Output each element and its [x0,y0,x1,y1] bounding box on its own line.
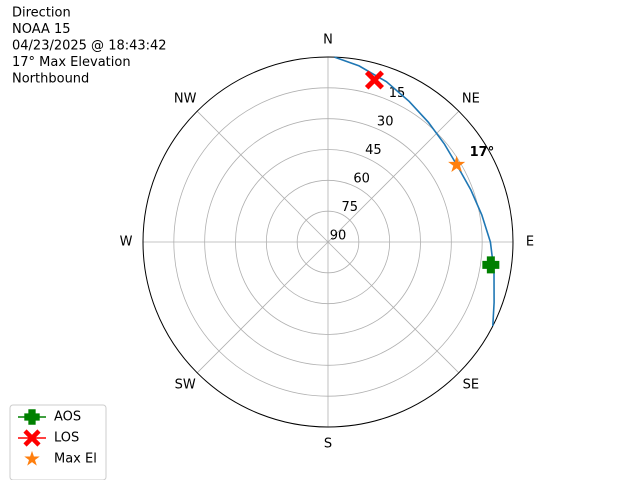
annotation: 17° [470,145,495,160]
r-tick-label: 45 [365,143,382,158]
marker-plus [482,256,500,274]
theta-tick-label: SE [463,377,479,392]
theta-tick-label: SW [175,377,196,392]
legend-label: LOS [54,431,79,446]
r-tick-label: 75 [342,200,359,215]
info-line: NOAA 15 [12,22,71,37]
theta-tick-label: S [324,437,332,452]
r-tick-label: 90 [330,229,347,244]
r-tick-label: 60 [353,172,370,187]
marker-x [364,70,384,90]
legend-label: AOS [54,410,81,425]
theta-tick-label: W [120,235,133,250]
x-shape [23,429,41,447]
plus-shape [482,256,500,274]
info-line: Direction [12,6,71,21]
legend-label: Max El [54,452,97,467]
grid-spoke [327,110,460,243]
info-line: 04/23/2025 @ 18:43:42 [12,39,167,54]
plus-shape [24,409,40,425]
star-shape [24,450,40,466]
theta-tick-label: E [526,235,534,250]
marker-star [448,155,466,172]
theta-tick-label: NW [174,92,197,107]
star-shape [448,155,466,172]
r-tick-label: 30 [377,115,394,130]
x-shape [364,70,384,90]
grid-spoke [196,241,329,374]
info-line: 17° Max Elevation [12,55,131,70]
grid-spoke [327,241,460,374]
info-line: Northbound [12,72,89,87]
theta-tick-label: N [323,33,333,48]
r-tick-label: 15 [389,86,406,101]
outer-frame [142,56,514,428]
theta-tick-label: NE [462,92,480,107]
grid-spoke [196,110,329,243]
